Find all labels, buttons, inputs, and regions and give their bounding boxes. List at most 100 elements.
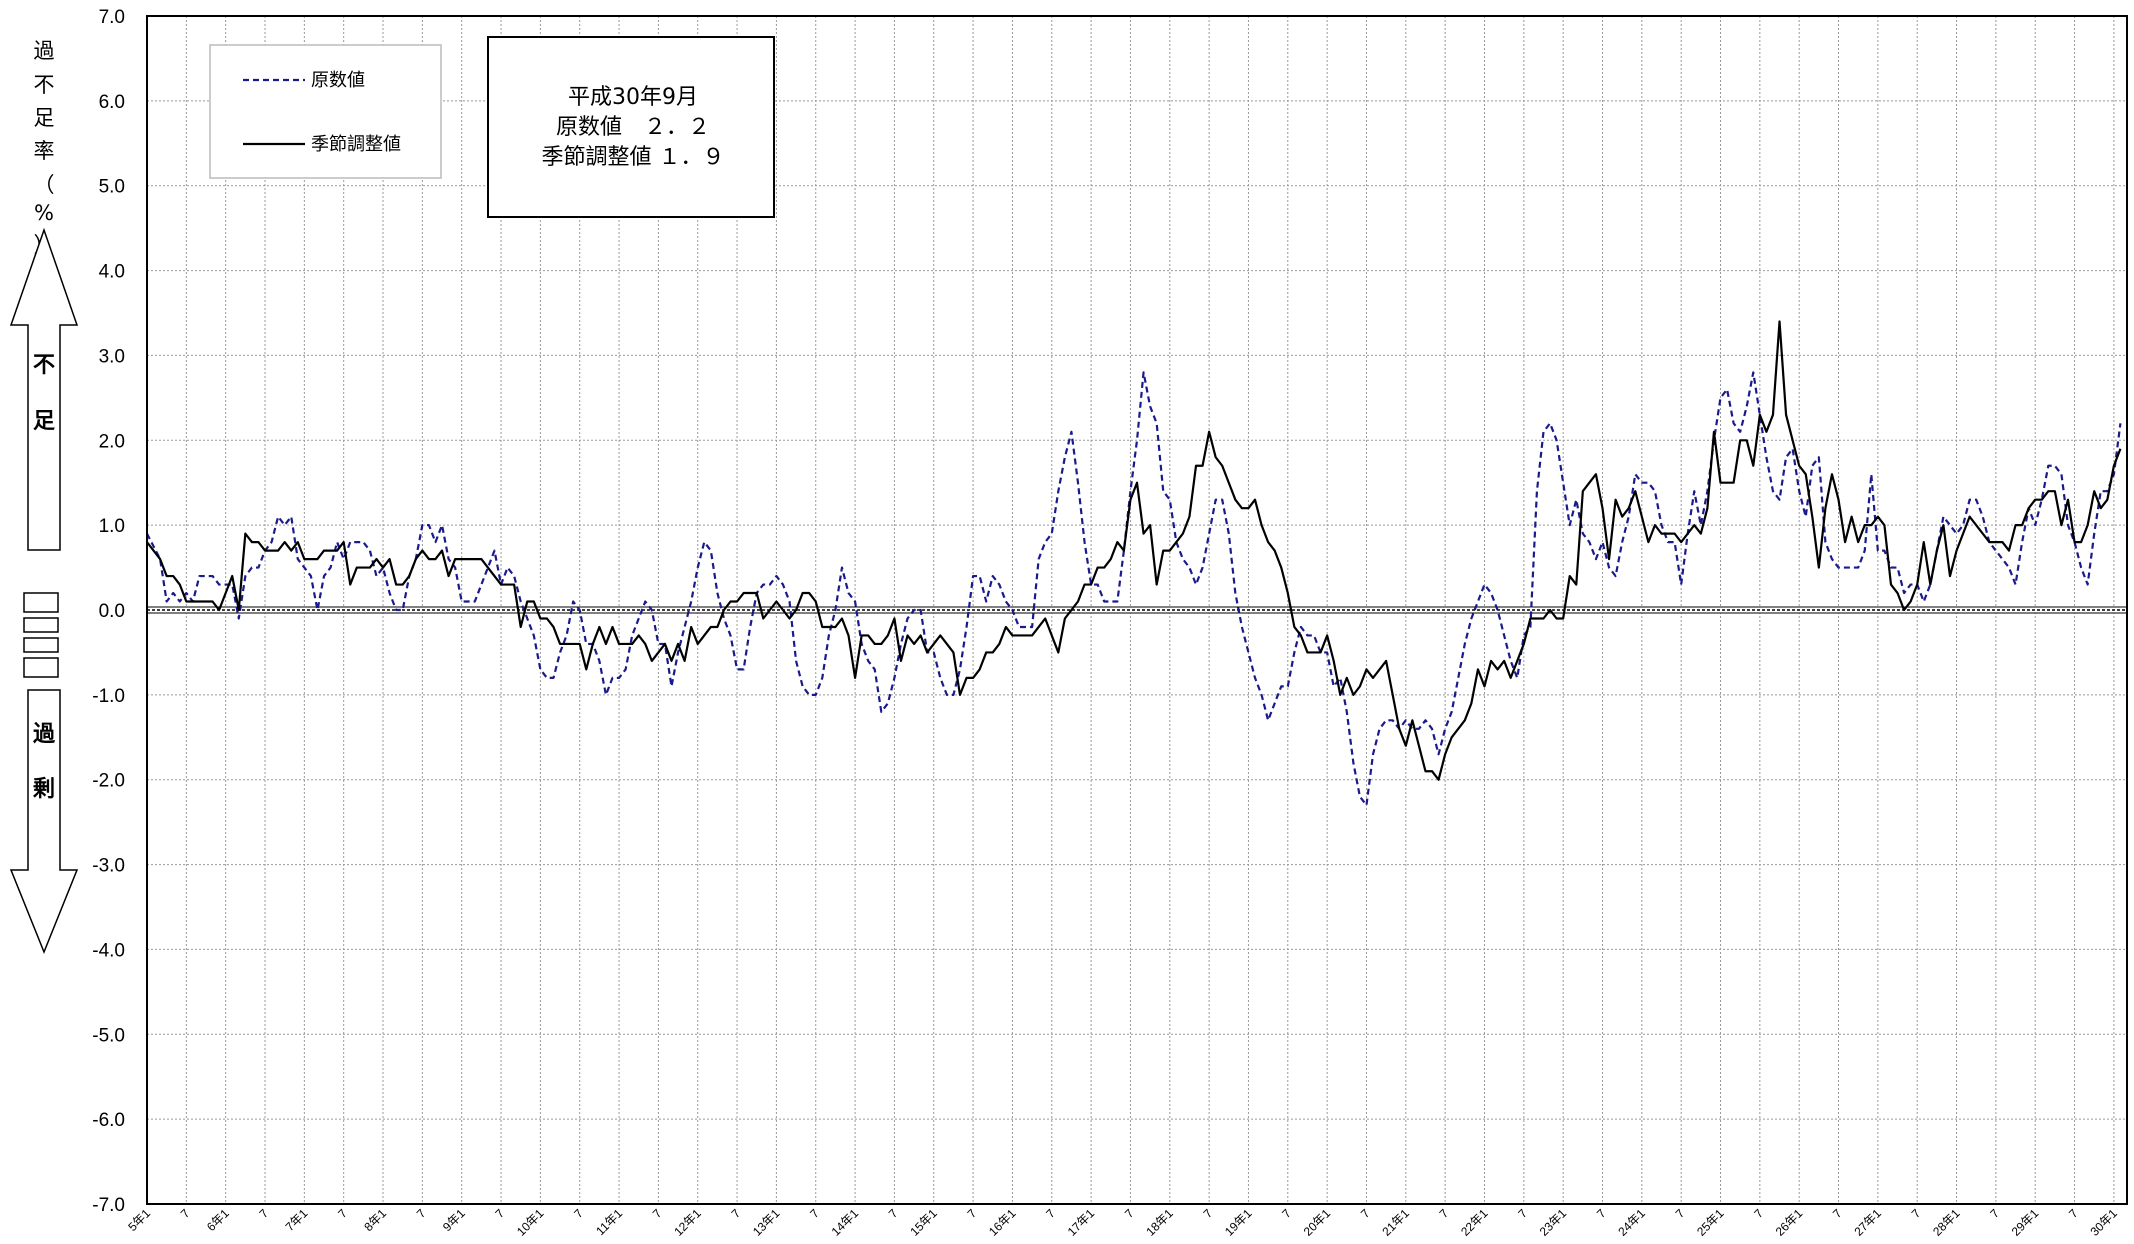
x-tick-label: 7 <box>1673 1206 1688 1221</box>
x-tick-label: 7 <box>493 1206 508 1221</box>
x-tick-label: 24年1 <box>1615 1206 1648 1239</box>
x-tick-label: 13年1 <box>750 1206 783 1239</box>
x-tick-label: 7 <box>1279 1206 1294 1221</box>
x-tick-label: 21年1 <box>1379 1206 1412 1239</box>
y-tick-label: -4.0 <box>92 940 125 961</box>
series-lines <box>146 320 2122 807</box>
x-tick-label: 7 <box>1201 1206 1216 1221</box>
x-tick-label: 7 <box>886 1206 901 1221</box>
x-tick-label: 22年1 <box>1458 1206 1491 1239</box>
series-seasonal-line <box>146 320 2122 781</box>
y-tick-label: 4.0 <box>99 262 125 283</box>
x-tick-label: 7 <box>1122 1206 1137 1221</box>
x-tick-label: 27年1 <box>1851 1206 1884 1239</box>
x-tick-label: 8年1 <box>361 1206 389 1234</box>
y-tick-label: -6.0 <box>92 1110 125 1131</box>
y-tick-label: 3.0 <box>99 346 125 367</box>
x-tick-label: 6年1 <box>204 1206 232 1234</box>
x-tick-label: 7 <box>1987 1206 2002 1221</box>
x-tick-label: 11年1 <box>593 1206 625 1238</box>
x-tick-label: 7 <box>729 1206 744 1221</box>
x-tick-label: 10年1 <box>514 1206 547 1239</box>
x-tick-label: 23年1 <box>1537 1206 1570 1239</box>
legend: 原数値 季節調整値 <box>209 44 442 179</box>
x-tick-label: 17年1 <box>1065 1206 1098 1239</box>
x-tick-label: 7 <box>1909 1206 1924 1221</box>
y-title-char: % <box>34 201 54 225</box>
x-tick-label: 9年1 <box>440 1206 468 1234</box>
y-tick-label: -1.0 <box>92 686 125 707</box>
x-tick-label: 20年1 <box>1301 1206 1334 1239</box>
x-tick-label: 26年1 <box>1773 1206 1806 1239</box>
y-tick-label: 6.0 <box>99 92 125 113</box>
y-tick-label: -2.0 <box>92 771 125 792</box>
series-raw-line <box>146 371 2122 807</box>
annotation-seasonal-value: 季節調整値 １．９ <box>542 145 725 170</box>
shortage-label: 不足 <box>33 353 55 434</box>
x-tick-label: 7 <box>1830 1206 1845 1221</box>
x-tick-label: 7 <box>1043 1206 1058 1221</box>
x-tick-label: 18年1 <box>1143 1206 1176 1239</box>
x-tick-label: 5年1 <box>125 1206 153 1234</box>
axis-block <box>23 657 59 678</box>
x-tick-label: 15年1 <box>907 1206 940 1239</box>
annotation-frame <box>487 36 775 218</box>
y-title-char: 率 <box>34 139 55 163</box>
x-tick-label: 7 <box>1358 1206 1373 1221</box>
x-tick-label: 7 <box>2066 1206 2081 1221</box>
x-tick-label: 7 <box>257 1206 272 1221</box>
x-tick-label: 28年1 <box>1930 1206 1963 1239</box>
x-tick-label: 7 <box>335 1206 350 1221</box>
y-tick-label: -5.0 <box>92 1025 125 1046</box>
down-arrow-icon <box>9 689 79 955</box>
x-tick-label: 7年1 <box>283 1206 311 1234</box>
plot-frame <box>146 15 2128 1205</box>
surplus-char: 過 <box>33 721 56 747</box>
x-tick-label: 7 <box>807 1206 822 1221</box>
y-title-char: 不 <box>34 73 55 97</box>
axis-block <box>23 617 59 633</box>
y-tick-label: 2.0 <box>99 431 125 452</box>
y-title-char: 過 <box>34 39 55 63</box>
x-tick-label: 25年1 <box>1694 1206 1727 1239</box>
annotation-box: 平成30年9月 原数値 ２．２ 季節調整値 １．９ <box>487 36 775 218</box>
grid <box>146 15 2127 1205</box>
x-tick-label: 12年1 <box>671 1206 704 1239</box>
zero-axis-blocks <box>23 592 59 678</box>
y-tick-labels: 7.0 6.0 5.0 4.0 3.0 2.0 1.0 0.0 -1.0 -2.0 -3.0 -4.0… <box>92 7 125 1216</box>
y-tick-label: -3.0 <box>92 856 125 877</box>
x-tick-label: 30年1 <box>2087 1206 2120 1239</box>
axis-block <box>23 637 59 653</box>
x-tick-label: 7 <box>1594 1206 1609 1221</box>
shortage-char: 不 <box>33 353 55 378</box>
shortage-char: 足 <box>33 409 55 434</box>
x-tick-label: 7 <box>178 1206 193 1221</box>
y-tick-label: -7.0 <box>92 1195 125 1216</box>
surplus-label: 過剰 <box>32 721 56 802</box>
y-title-char: （ <box>34 173 55 197</box>
axis-block <box>23 592 59 613</box>
annotation-raw-value: 原数値 ２．２ <box>556 115 710 140</box>
y-tick-label: 1.0 <box>99 516 125 537</box>
zero-line <box>146 606 2128 614</box>
y-title-char: 足 <box>34 106 55 130</box>
y-tick-label: 0.0 <box>99 601 125 622</box>
x-tick-label: 7 <box>965 1206 980 1221</box>
x-tick-label: 16年1 <box>986 1206 1019 1239</box>
x-tick-label: 7 <box>414 1206 429 1221</box>
x-tick-labels: 5年1 7 6年1 7 7年1 7 8年1 7 9年1 7 10年1 7 11年1 7 12年1 7 13年1 7… <box>125 1206 2120 1239</box>
legend-box <box>209 44 442 179</box>
x-tick-label: 14年1 <box>829 1206 862 1239</box>
x-tick-label: 7 <box>571 1206 586 1221</box>
legend-raw-label: 原数値 <box>311 70 365 91</box>
annotation-period: 平成30年9月 <box>568 85 698 110</box>
x-tick-label: 7 <box>1437 1206 1452 1221</box>
surplus-char: 剰 <box>32 776 55 802</box>
x-tick-label: 7 <box>650 1206 665 1221</box>
x-tick-label: 29年1 <box>2009 1206 2042 1239</box>
x-tick-label: 19年1 <box>1222 1206 1255 1239</box>
x-tick-label: 7 <box>1515 1206 1530 1221</box>
y-tick-label: 7.0 <box>99 7 125 28</box>
